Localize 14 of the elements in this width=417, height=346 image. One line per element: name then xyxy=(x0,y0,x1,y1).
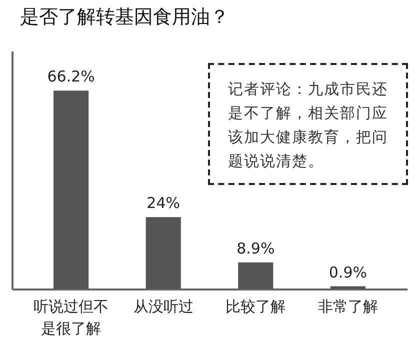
bar xyxy=(146,217,181,289)
comment-box: 记者评论：九成市民还是不了解，相关部门应该加大健康教育，把问题说说清楚。 xyxy=(208,63,408,185)
data-label: 66.2% xyxy=(47,68,95,86)
data-label: 0.9% xyxy=(328,263,367,282)
bar xyxy=(54,90,89,289)
x-tick-label: 听说过但不是很了解 xyxy=(34,298,109,338)
data-label: 24% xyxy=(146,194,180,212)
x-tick-label: 比较了解 xyxy=(226,298,286,316)
bar xyxy=(330,286,366,289)
chart-title: 是否了解转基因食用油？ xyxy=(20,6,229,28)
bar xyxy=(238,262,274,289)
x-tick-label: 从没听过 xyxy=(133,298,194,316)
data-label: 8.9% xyxy=(236,239,275,258)
x-tick-label: 非常了解 xyxy=(318,298,378,316)
